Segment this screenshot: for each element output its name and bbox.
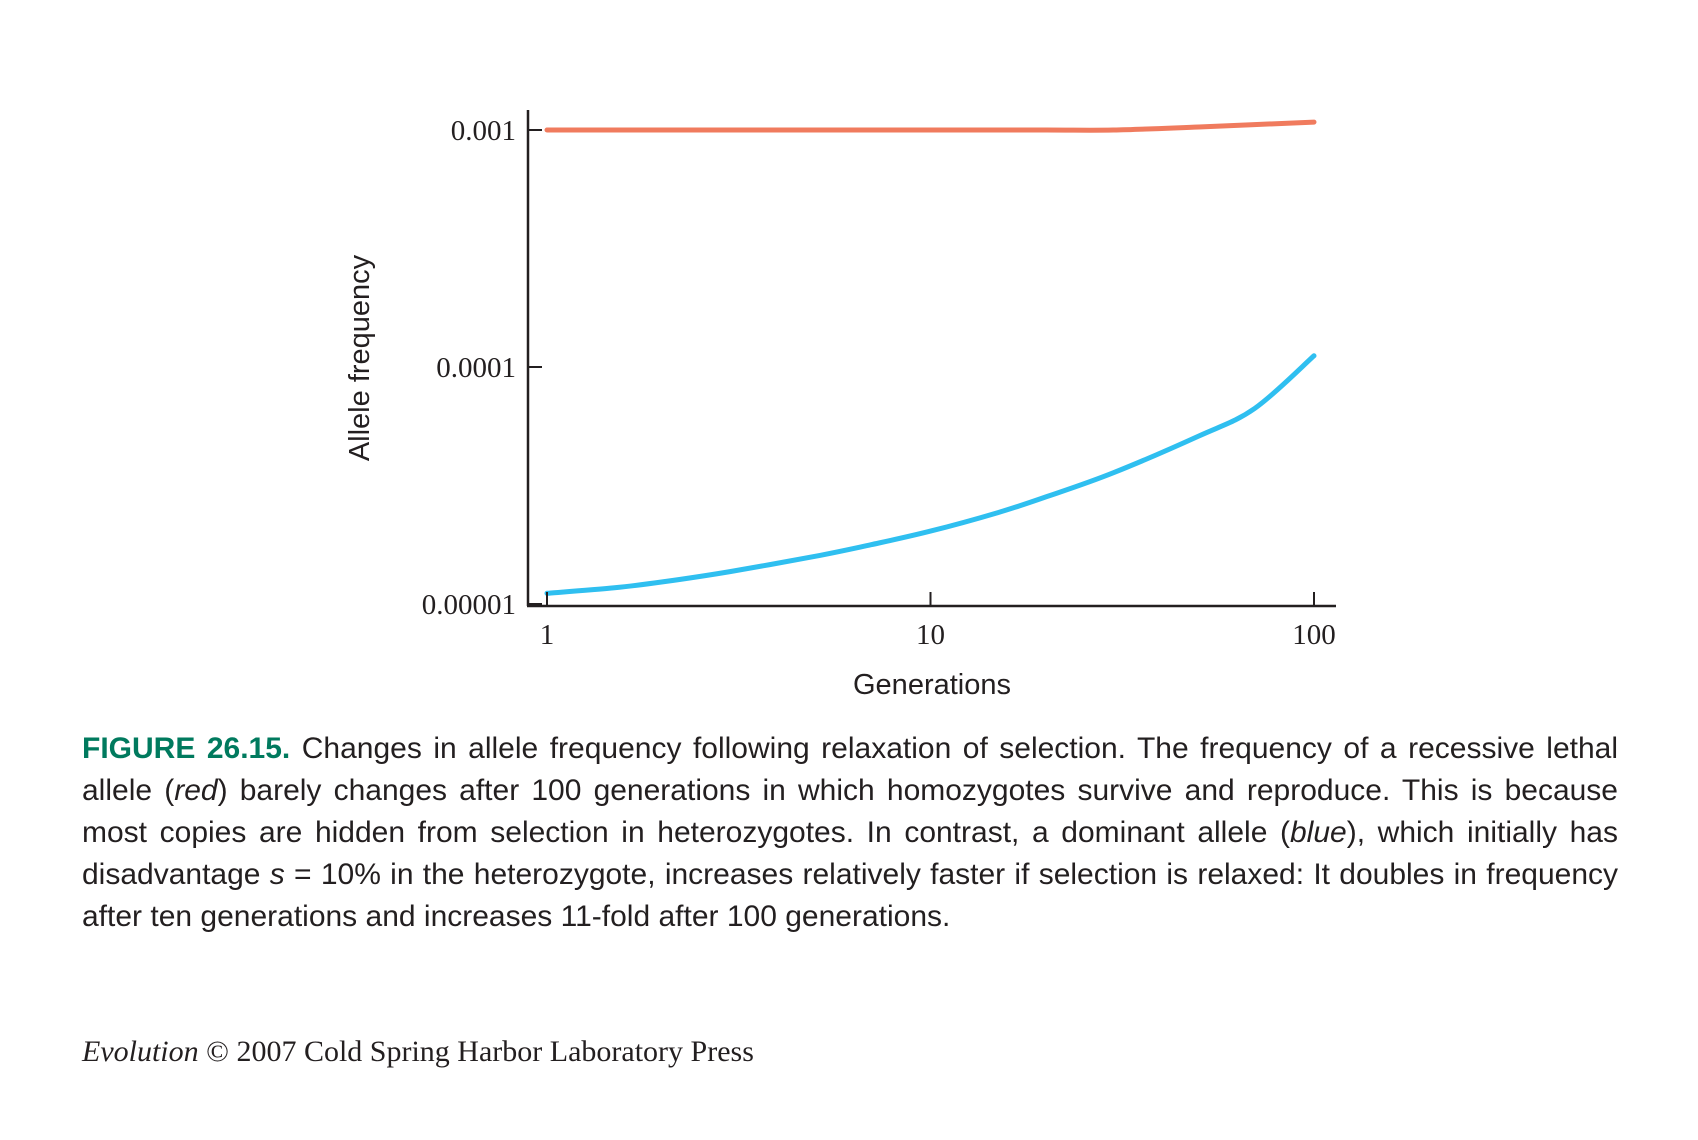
ticks: 0.001 0.0001 0.00001 1 10 100 xyxy=(422,115,1336,651)
x-tick-label-1: 1 xyxy=(540,619,555,651)
caption-blue-word: blue xyxy=(1289,816,1347,849)
x-tick-label-2: 10 xyxy=(916,619,945,651)
caption-red-word: red xyxy=(174,774,218,807)
series-line-2 xyxy=(544,353,1317,596)
figure-label: FIGURE 26.15. xyxy=(82,732,291,765)
series-line-1 xyxy=(544,119,1317,133)
caption-text-2: ) barely changes after 100 generations i… xyxy=(82,774,1618,849)
caption-text-1: Changes in allele frequency following re… xyxy=(82,732,1619,807)
x-axis-title: Generations xyxy=(853,669,1011,701)
y-tick-label-2: 0.0001 xyxy=(436,352,516,384)
caption-text-4: = 10% in the heterozygote, increases rel… xyxy=(82,858,1619,933)
figure-caption: FIGURE 26.15. Changes in allele frequenc… xyxy=(82,728,1618,938)
y-axis-title: Allele frequency xyxy=(344,254,376,461)
caption-s-symbol: s xyxy=(269,858,285,891)
caption-text-3: ), which initially has disadvantage xyxy=(82,816,1618,891)
x-tick-label-3: 100 xyxy=(1292,619,1336,651)
credit-text: © 2007 Cold Spring Harbor Laboratory Pre… xyxy=(198,1035,754,1068)
chart-svg: 0.001 0.0001 0.00001 1 10 100 Generations All… xyxy=(344,110,1336,701)
plot-lines xyxy=(544,119,1317,596)
book-title: Evolution xyxy=(82,1035,199,1068)
copyright-credit: Evolution © 2007 Cold Spring Harbor Labo… xyxy=(82,1032,754,1072)
y-tick-label-1: 0.001 xyxy=(451,115,516,147)
y-tick-label-3: 0.00001 xyxy=(422,589,516,621)
